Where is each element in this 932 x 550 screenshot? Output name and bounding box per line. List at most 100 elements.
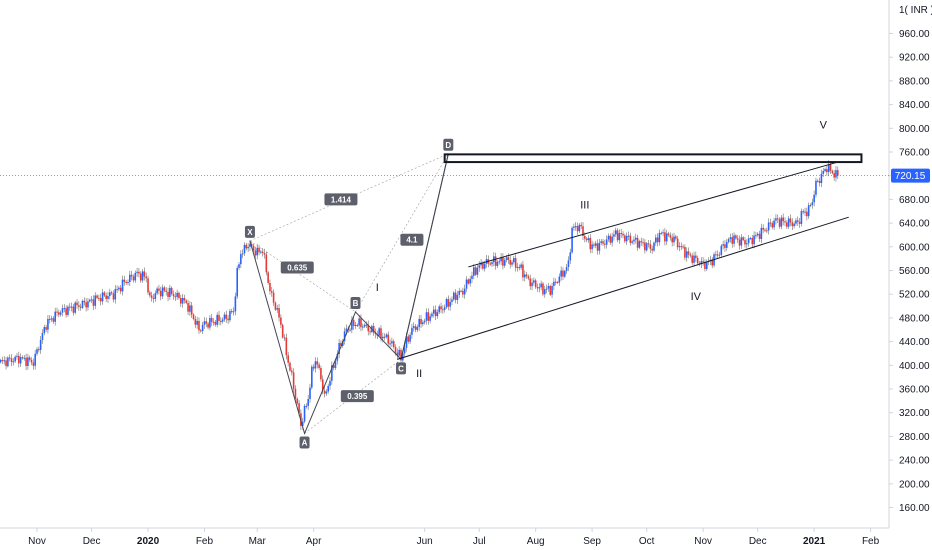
candle-body [90,299,93,301]
candle-body [312,366,315,369]
candle-body [318,364,320,369]
candle-body [27,357,29,367]
wave-label: I [376,282,379,294]
candle-body [203,321,206,325]
candle-body [489,263,491,265]
candle-body [225,314,228,319]
candle-body [675,236,677,239]
candle-body [48,318,51,320]
candle-body [243,244,246,254]
candle-body [689,254,692,256]
candle-body [392,341,395,348]
candle-body [744,240,746,245]
candle-body [636,237,639,248]
candle-body [38,349,40,351]
candle-body [662,232,664,234]
candle-body [473,267,475,276]
candle-body [454,292,457,300]
x-tick-label: Aug [527,536,545,547]
x-tick-label: Mar [249,536,267,547]
candle-body [185,300,188,304]
candle-body [767,222,770,231]
candle-body [787,218,790,227]
candle-body [405,336,408,348]
candle-body [482,262,484,269]
candle-body [190,305,193,315]
candle-body [16,355,18,357]
candle-body [18,355,20,364]
candle-body [567,260,570,268]
ratio-badge [324,193,358,206]
wave-label: V [820,119,828,131]
candle-body [438,306,441,313]
candle-series [0,160,839,431]
last-price-value: 720.15 [895,171,926,182]
candle-body [442,309,444,311]
pattern-point-label: X [247,228,253,237]
candle-body [232,311,235,313]
candle-body [287,355,289,363]
candle-body [276,308,279,310]
candle-body [762,227,764,230]
candle-body [580,224,582,227]
candle-body [412,326,415,328]
candle-body [656,237,659,243]
x-tick-label: Feb [196,536,214,547]
candle-body [702,261,704,263]
candle-body [105,295,107,299]
candle-body [425,312,428,321]
candle-body [463,288,466,295]
candle-body [529,278,532,287]
candle-body [123,279,126,283]
candle-body [540,283,542,288]
candle-body [573,226,575,228]
candle-body [220,320,222,322]
candle-body [170,287,173,294]
candle-body [327,385,329,392]
candle-body [200,330,202,332]
candle-body [8,357,11,359]
candle-body [593,244,595,246]
candle-body [92,299,95,306]
pattern-point-badge [299,436,310,449]
candle-body [334,360,337,368]
y-tick-label: 800.00 [899,124,930,135]
candle-body [252,245,255,251]
candle-body [538,287,541,289]
candle-body [229,311,231,321]
candle-body [724,244,726,248]
candle-body [127,281,129,283]
candle-body [534,280,537,288]
candle-body [727,239,730,243]
candle-body [311,366,313,388]
candle-body [704,261,706,269]
candle-body [385,334,388,338]
candle-body [483,263,486,269]
y-tick-label: 400.00 [899,361,930,372]
candle-body [58,312,60,315]
y-tick-label: 240.00 [899,456,930,467]
candle-body [372,325,375,333]
y-tick-label: 440.00 [899,337,930,348]
candle-body [159,290,162,297]
candle-body [800,211,803,224]
candle-body [478,265,481,268]
candle-body [409,334,411,342]
candle-body [194,319,197,325]
candle-body [633,239,635,242]
candle-body [766,230,768,232]
ratio-badge [340,390,374,403]
candle-body [816,180,819,182]
x-tick-label: Jul [473,536,486,547]
candle-body [240,254,242,265]
candle-body [545,288,548,290]
candle-body [431,313,433,317]
candle-body [456,294,459,300]
candle-body [827,164,830,173]
candle-body [245,244,248,249]
candle-body [720,245,723,255]
candle-body [389,343,391,345]
impulse-line [400,153,449,360]
candle-body [751,238,754,245]
